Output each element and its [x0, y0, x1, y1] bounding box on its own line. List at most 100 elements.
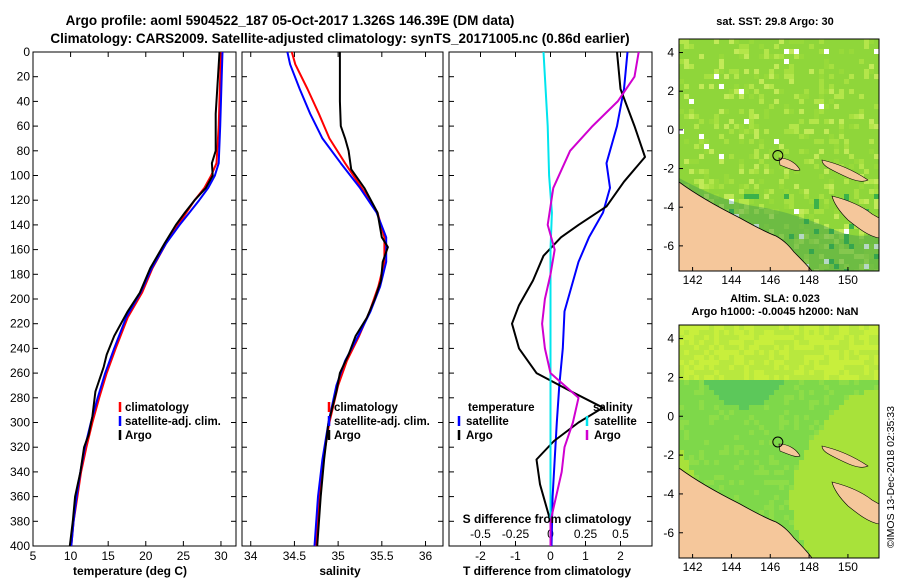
- map-cell: [864, 405, 869, 410]
- map-cell: [759, 204, 764, 209]
- argo-location-marker: [772, 436, 784, 448]
- map-cell: [874, 104, 879, 109]
- new-guinea-landmass: [679, 181, 813, 271]
- map-cell: [824, 485, 829, 490]
- legend-climatology: climatology: [125, 402, 190, 414]
- map-cell: [794, 129, 799, 134]
- map-cell: [689, 370, 694, 375]
- map-cell: [744, 405, 749, 410]
- map-cell: [869, 64, 874, 69]
- map-cell: [749, 179, 754, 184]
- map-cell: [784, 74, 789, 79]
- map-cell: [869, 490, 874, 495]
- map-cell: [709, 74, 714, 79]
- map-cell: [679, 355, 684, 360]
- map-cell: [864, 69, 869, 74]
- map-cell: [874, 370, 879, 375]
- map-cell: [789, 49, 794, 54]
- map-cell: [834, 515, 839, 520]
- map-cell: [724, 445, 729, 450]
- x-tick-label: 20: [139, 549, 153, 563]
- map-cell: [874, 545, 879, 550]
- map-cell: [864, 485, 869, 490]
- map-cell: [829, 500, 834, 505]
- map-cell: [749, 355, 754, 360]
- map-cell: [824, 89, 829, 94]
- map-cell: [769, 69, 774, 74]
- temperature-panel: 0204060801001201401601802002202402602803…: [10, 45, 237, 578]
- map-cell: [789, 500, 794, 505]
- map-cell: [739, 109, 744, 114]
- depth-tick-label: 220: [10, 317, 30, 331]
- map-cell: [729, 365, 734, 370]
- map-cell: [739, 385, 744, 390]
- map-cell: [814, 360, 819, 365]
- map-cell: [769, 385, 774, 390]
- map-cell: [714, 39, 719, 44]
- map-cell: [829, 535, 834, 540]
- map-cell: [734, 435, 739, 440]
- map-cell: [779, 179, 784, 184]
- map-cell: [819, 485, 824, 490]
- map-cell: [799, 365, 804, 370]
- map-cell: [709, 84, 714, 89]
- map-cell: [739, 345, 744, 350]
- map-cell: [819, 345, 824, 350]
- map-cell: [849, 480, 854, 485]
- map-cell: [794, 465, 799, 470]
- map-cell: [729, 390, 734, 395]
- map-cell: [859, 254, 864, 259]
- map-cell: [804, 89, 809, 94]
- map-x-tick-label: 142: [683, 273, 703, 287]
- map-cell: [869, 355, 874, 360]
- map-cell: [874, 395, 879, 400]
- map-cell: [799, 54, 804, 59]
- map-cell: [834, 440, 839, 445]
- map-cell: [809, 455, 814, 460]
- map-cell: [829, 460, 834, 465]
- map-cell: [709, 179, 714, 184]
- map-cell: [794, 485, 799, 490]
- map-cell: [854, 400, 859, 405]
- map-cell: [874, 550, 879, 555]
- map-cell: [694, 360, 699, 365]
- map-cell: [864, 430, 869, 435]
- map-cell: [779, 345, 784, 350]
- map-cell: [759, 365, 764, 370]
- map-cell: [704, 184, 709, 189]
- map-cell: [814, 109, 819, 114]
- map-cell: [829, 89, 834, 94]
- map-cell: [789, 129, 794, 134]
- map-cell: [759, 390, 764, 395]
- map-cell: [699, 184, 704, 189]
- map-cell: [789, 345, 794, 350]
- map-cell: [779, 164, 784, 169]
- map-cell: [849, 555, 854, 558]
- map-cell: [699, 169, 704, 174]
- map-cell: [819, 550, 824, 555]
- map-cell: [799, 500, 804, 505]
- map-cell: [749, 360, 754, 365]
- map-cell: [814, 154, 819, 159]
- map-cell: [774, 355, 779, 360]
- map-cell: [744, 184, 749, 189]
- map-cell: [809, 505, 814, 510]
- map-cell: [739, 49, 744, 54]
- map-cell: [749, 39, 754, 44]
- map-cell: [799, 99, 804, 104]
- map-cell: [734, 395, 739, 400]
- map-cell: [769, 199, 774, 204]
- map-cell: [834, 425, 839, 430]
- map-cell: [724, 194, 729, 199]
- map-cell: [794, 94, 799, 99]
- map-cell: [689, 325, 694, 330]
- map-cell: [824, 259, 829, 264]
- map-cell: [874, 530, 879, 535]
- map-cell: [859, 269, 864, 271]
- map-cell: [804, 355, 809, 360]
- map-cell: [824, 350, 829, 355]
- map-cell: [764, 370, 769, 375]
- map-cell: [719, 59, 724, 64]
- map-cell: [704, 169, 709, 174]
- map-cell: [764, 114, 769, 119]
